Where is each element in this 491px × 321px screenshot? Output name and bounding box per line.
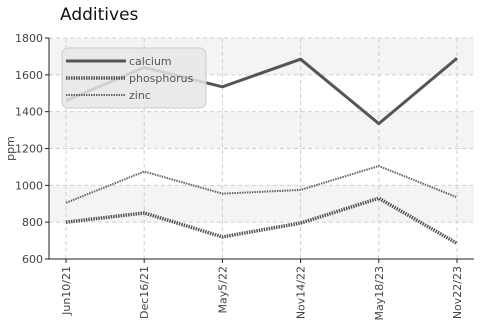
y-tick-label: 600: [22, 253, 43, 266]
legend-label-zinc: zinc: [129, 89, 151, 102]
x-tick-label: May5/22: [216, 266, 229, 313]
x-tick-label: Nov22/23: [451, 266, 464, 319]
y-tick-label: 800: [22, 216, 43, 229]
y-tick-labels: 600 800 1000 1200 1400 1600 1800: [15, 32, 43, 266]
legend-label-phosphorus: phosphorus: [129, 72, 194, 85]
x-tick-labels: Jun10/21 Dec16/21 May5/22 Nov14/22 May18/23 N…: [60, 266, 464, 320]
legend: calcium phosphorus zinc: [62, 48, 206, 108]
x-tick-label: May18/23: [373, 266, 386, 320]
x-tick-label: Nov14/22: [295, 266, 308, 319]
y-tick-label: 1200: [15, 143, 43, 156]
x-tick-label: Dec16/21: [138, 266, 151, 319]
plot-band: [49, 112, 474, 149]
y-tick-label: 1800: [15, 32, 43, 45]
legend-label-calcium: calcium: [129, 55, 172, 68]
y-tick-label: 1600: [15, 69, 43, 82]
y-axis-label: ppm: [4, 136, 17, 161]
y-tick-label: 1400: [15, 106, 43, 119]
y-tick-label: 1000: [15, 179, 43, 192]
x-tick-label: Jun10/21: [60, 266, 73, 316]
